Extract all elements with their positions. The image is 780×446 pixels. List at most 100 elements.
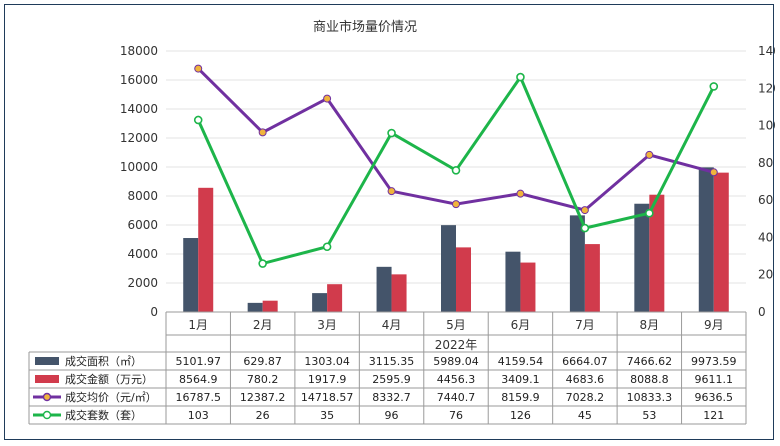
line-price bbox=[197, 67, 715, 212]
table-cell: 103 bbox=[188, 409, 209, 422]
price-point bbox=[258, 128, 267, 137]
right-tick-label: 80 bbox=[758, 156, 773, 170]
table-cell: 4456.3 bbox=[437, 373, 476, 386]
legend-swatch bbox=[35, 357, 59, 365]
table-cell: 8332.7 bbox=[372, 391, 411, 404]
x-tick-label: 1月 bbox=[188, 318, 208, 332]
right-tick-label: 100 bbox=[758, 119, 775, 133]
table-cell: 1917.9 bbox=[308, 373, 347, 386]
table-cell: 9611.1 bbox=[695, 373, 734, 386]
table-cell: 5989.04 bbox=[433, 355, 479, 368]
price-point bbox=[709, 168, 718, 177]
bar-area bbox=[183, 238, 199, 312]
table-cell: 8088.8 bbox=[630, 373, 669, 386]
table-cell: 3409.1 bbox=[501, 373, 540, 386]
bar-area bbox=[505, 251, 521, 312]
table-cell: 7440.7 bbox=[437, 391, 476, 404]
table-cell: 12387.2 bbox=[240, 391, 286, 404]
left-tick-label: 0 bbox=[150, 305, 158, 319]
bar-amount bbox=[520, 262, 536, 312]
left-tick-label: 16000 bbox=[120, 73, 158, 87]
data-table: 成交面积（㎡） 5101.97 629.87 1303.04 3115.35 5989.0… bbox=[28, 351, 747, 425]
left-tick-label: 4000 bbox=[127, 247, 158, 261]
chart-canvas: 商业市场量价情况 0200040006000800010000120001400… bbox=[28, 19, 775, 425]
table-cell: 121 bbox=[703, 409, 724, 422]
bar-area bbox=[247, 302, 263, 312]
table-cell: 10833.3 bbox=[627, 391, 673, 404]
left-tick-label: 6000 bbox=[127, 218, 158, 232]
price-point bbox=[580, 206, 589, 215]
table-cell: 8159.9 bbox=[501, 391, 540, 404]
table-cell: 9636.5 bbox=[695, 391, 734, 404]
left-tick-label: 18000 bbox=[120, 44, 158, 58]
table-cell: 3115.35 bbox=[369, 355, 415, 368]
right-tick-label: 60 bbox=[758, 193, 773, 207]
bar-amount bbox=[391, 274, 407, 312]
bar-area bbox=[376, 266, 392, 312]
table-series-name: 成交金额（万元） bbox=[65, 372, 153, 386]
x-tick-label: 4月 bbox=[382, 318, 402, 332]
table-cell: 45 bbox=[578, 409, 592, 422]
bar-area bbox=[441, 225, 456, 312]
bar-amount bbox=[713, 172, 729, 312]
units-point bbox=[193, 115, 203, 125]
table-cell: 8564.9 bbox=[179, 373, 218, 386]
bar-area bbox=[569, 215, 585, 312]
table-cell: 780.2 bbox=[247, 373, 279, 386]
bar-amount bbox=[456, 247, 471, 312]
right-tick-label: 40 bbox=[758, 230, 773, 244]
table-cell: 1303.04 bbox=[304, 355, 350, 368]
left-tick-label: 14000 bbox=[120, 102, 158, 116]
price-point bbox=[452, 200, 460, 209]
table-series-name: 成交均价（元/㎡） bbox=[65, 390, 157, 404]
bar-amount bbox=[198, 187, 214, 312]
price-point bbox=[194, 64, 203, 73]
bar-amount bbox=[584, 244, 600, 312]
bar-amount bbox=[649, 194, 665, 312]
x-tick-label: 9月 bbox=[704, 318, 724, 332]
units-point bbox=[645, 208, 654, 218]
table-cell: 629.87 bbox=[243, 355, 282, 368]
left-tick-label: 2000 bbox=[127, 276, 158, 290]
right-tick-label: 140 bbox=[758, 44, 775, 58]
right-tick-label: 0 bbox=[758, 305, 766, 319]
price-point bbox=[516, 189, 525, 198]
x-tick-label: 8月 bbox=[640, 318, 660, 332]
table-cell: 2595.9 bbox=[372, 373, 411, 386]
bar-series bbox=[183, 167, 729, 312]
units-point bbox=[451, 166, 461, 175]
table-cell: 16787.5 bbox=[175, 391, 221, 404]
table-cell: 9973.59 bbox=[691, 355, 737, 368]
legend-swatch bbox=[35, 375, 59, 383]
bar-area bbox=[312, 293, 328, 312]
table-series-name: 成交面积（㎡） bbox=[65, 354, 142, 368]
table-cell: 126 bbox=[510, 409, 531, 422]
table-cell: 53 bbox=[642, 409, 656, 422]
price-point bbox=[645, 150, 654, 159]
table-cell: 96 bbox=[385, 409, 399, 422]
line-series bbox=[193, 64, 719, 268]
table-cell: 7466.62 bbox=[627, 355, 673, 368]
x-axis: 1月 2月 3月 4月 5月 6月 7月 8月 9月 2022年 bbox=[165, 311, 747, 352]
table-cell: 6664.07 bbox=[562, 355, 608, 368]
units-point bbox=[709, 82, 719, 91]
x-tick-label: 2月 bbox=[253, 318, 273, 332]
table-series-name: 成交套数（套） bbox=[65, 408, 142, 422]
table-cell: 4683.6 bbox=[566, 373, 605, 386]
price-point bbox=[323, 94, 332, 103]
left-tick-label: 12000 bbox=[120, 131, 158, 145]
table-cell: 76 bbox=[449, 409, 463, 422]
bar-area bbox=[634, 203, 650, 312]
x-tick-label: 3月 bbox=[317, 318, 337, 332]
x-tick-label: 7月 bbox=[575, 318, 595, 332]
left-tick-label: 10000 bbox=[120, 160, 158, 174]
right-tick-label: 120 bbox=[758, 81, 775, 95]
units-point bbox=[580, 223, 590, 233]
legend-marker bbox=[42, 410, 52, 420]
table-cell: 5101.97 bbox=[175, 355, 221, 368]
units-point bbox=[387, 128, 396, 138]
x-tick-label: 5月 bbox=[446, 318, 466, 332]
table-cell: 35 bbox=[320, 409, 334, 422]
table-cell: 7028.2 bbox=[566, 391, 605, 404]
left-axis: 0 2000 4000 6000 8000 10000 12000 14000 16000 180… bbox=[120, 44, 158, 319]
